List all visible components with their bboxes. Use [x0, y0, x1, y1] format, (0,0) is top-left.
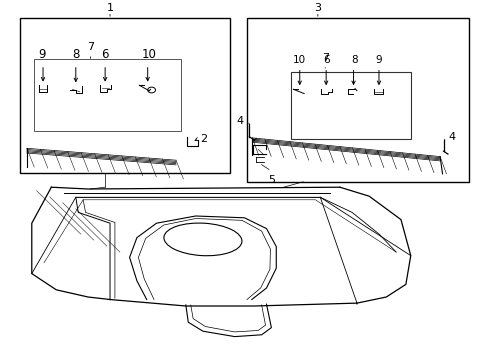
- Text: 8: 8: [72, 48, 80, 61]
- Text: 1: 1: [106, 3, 113, 13]
- Text: 4: 4: [448, 132, 455, 142]
- Text: 7: 7: [321, 53, 328, 63]
- Text: 6: 6: [322, 55, 329, 65]
- Text: 9: 9: [375, 55, 382, 65]
- Text: 4: 4: [236, 116, 243, 126]
- Bar: [34, 59, 181, 131]
- Ellipse shape: [163, 223, 242, 256]
- Text: 7: 7: [87, 42, 94, 52]
- Text: 9: 9: [38, 48, 45, 61]
- Text: 3: 3: [314, 3, 321, 13]
- Text: 5: 5: [267, 175, 274, 185]
- Circle shape: [147, 87, 155, 93]
- Bar: [290, 72, 410, 139]
- Text: 8: 8: [350, 55, 357, 65]
- Bar: [246, 18, 468, 182]
- Bar: [20, 18, 229, 173]
- Text: 10: 10: [142, 48, 156, 61]
- Text: 6: 6: [101, 48, 109, 61]
- Text: 10: 10: [293, 55, 305, 65]
- Text: 2: 2: [200, 134, 207, 144]
